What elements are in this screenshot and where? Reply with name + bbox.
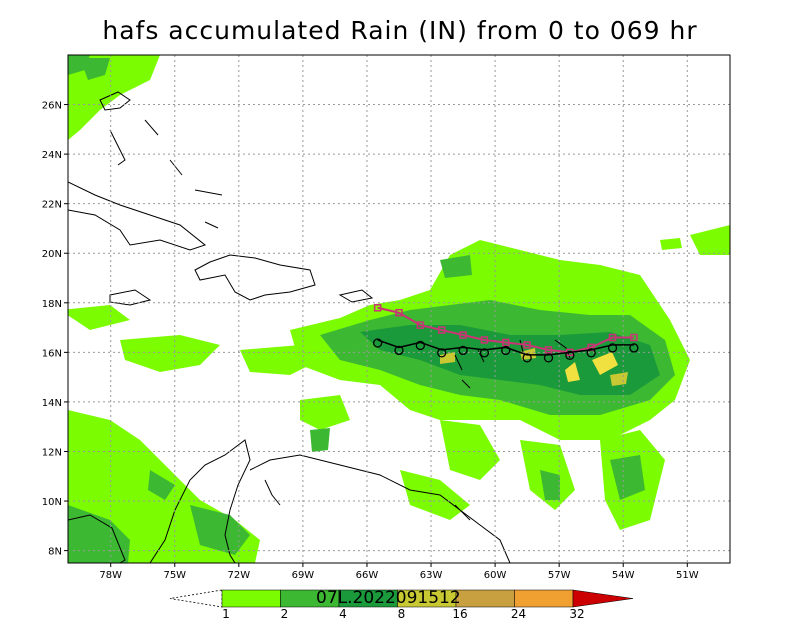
alt-track-point (416, 321, 425, 329)
hurricane-symbol (458, 345, 468, 356)
colorbar-segment (572, 589, 634, 608)
hurricane-symbol (415, 340, 426, 351)
alt-track-point (437, 326, 446, 334)
lat-tick-label: 22N (42, 200, 62, 211)
lat-tick-label: 24N (42, 150, 62, 161)
alt-track-line (377, 306, 634, 354)
lat-tick-label: 18N (42, 299, 62, 310)
colorbar-segment (221, 589, 281, 608)
lat-tick-label: 8N (48, 547, 62, 558)
lon-tick-label: 72W (228, 570, 251, 581)
hurricane-symbol (479, 348, 490, 358)
latitude-ticks: 26N 24N 22N 20N 18N 16N 14N 12N 10N 8N (42, 101, 68, 558)
hurricane-symbol (607, 343, 618, 353)
colorbar-label: 24 (511, 607, 526, 618)
hurricane-symbol (543, 353, 554, 363)
coastlines (68, 91, 571, 563)
lon-tick-label: 57W (548, 570, 571, 581)
storm-tracks (372, 304, 639, 363)
lat-tick-label: 26N (42, 101, 62, 112)
precipitation-field (68, 55, 730, 563)
alt-track-point (544, 346, 553, 354)
colorbar: 1 2 4 8 16 24 32 (169, 589, 634, 618)
colorbar-label: 16 (452, 607, 467, 618)
hurricane-symbol (437, 348, 447, 358)
hurricane-symbol (522, 353, 532, 363)
lat-tick-label: 16N (42, 348, 62, 359)
alt-track-point (395, 308, 403, 317)
lon-tick-label: 54W (612, 570, 635, 581)
lon-tick-label: 69W (292, 570, 315, 581)
lat-tick-label: 10N (42, 497, 62, 508)
colorbar-segment (455, 589, 515, 608)
alt-track-point (608, 333, 617, 342)
colorbar-label: 32 (569, 607, 584, 618)
lon-tick-label: 63W (420, 570, 443, 581)
colorbar-segment (169, 589, 223, 608)
lat-tick-label: 20N (42, 249, 62, 260)
gridlines (68, 55, 730, 563)
main-track-line (377, 339, 634, 356)
colorbar-label: 4 (339, 607, 347, 618)
map-title: hafs accumulated Rain (IN) from 0 to 069… (102, 16, 698, 45)
alt-track-point (523, 341, 531, 349)
lon-tick-label: 66W (356, 570, 379, 581)
lon-tick-label: 51W (676, 570, 699, 581)
alt-track-point (502, 338, 510, 347)
lat-tick-label: 14N (42, 398, 62, 409)
lon-tick-label: 60W (484, 570, 507, 581)
hurricane-symbol (394, 345, 404, 356)
init-time-stamp: 07L.2022091512 (316, 588, 461, 608)
lon-tick-label: 75W (163, 570, 186, 581)
colorbar-label: 8 (398, 607, 406, 618)
colorbar-label: 2 (281, 607, 289, 618)
lat-tick-label: 12N (42, 447, 62, 458)
longitude-ticks: 78W 75W 72W 69W 66W 63W 60W 57W 54W 51W (99, 563, 699, 581)
hurricane-symbol (372, 338, 383, 348)
hurricane-symbol (501, 345, 511, 356)
alt-track-point (459, 331, 467, 339)
map-frame (67, 54, 731, 564)
hurricane-symbol (586, 348, 596, 358)
hurricane-symbol (629, 343, 639, 353)
lon-tick-label: 78W (99, 570, 122, 581)
hurricane-symbol (565, 350, 575, 361)
colorbar-segment (514, 589, 574, 608)
alt-track-point (630, 333, 638, 342)
alt-track-point (373, 304, 382, 312)
alt-track-point (480, 336, 489, 344)
colorbar-label: 1 (222, 607, 230, 618)
